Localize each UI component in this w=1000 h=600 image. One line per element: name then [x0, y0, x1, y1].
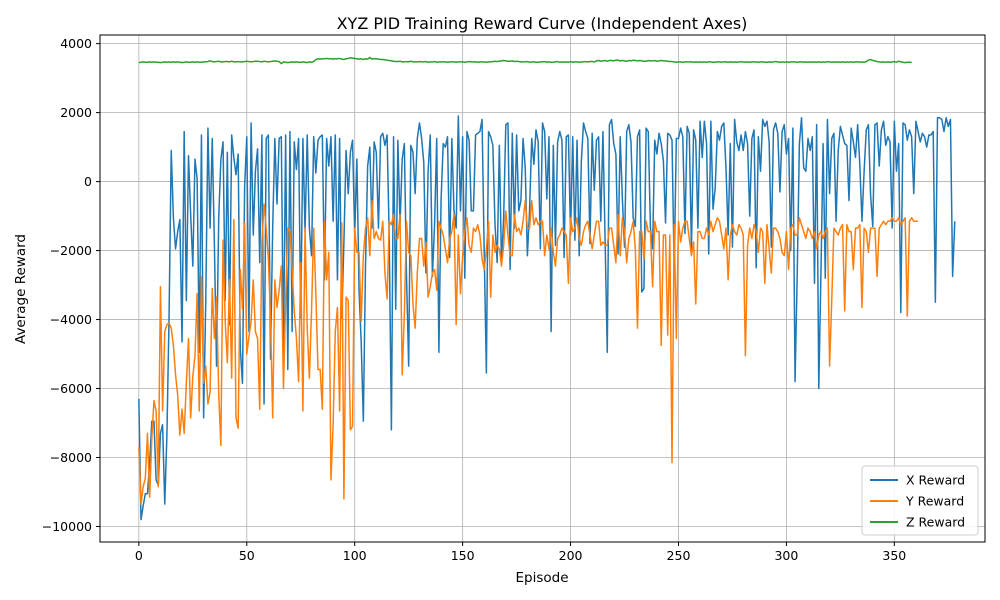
x-reward-line: [138, 115, 956, 521]
legend: X Reward Y Reward Z Reward: [861, 465, 979, 536]
legend-label-y: Y Reward: [905, 494, 964, 509]
series-layer: [138, 56, 956, 521]
x-tick-label: 350: [882, 548, 906, 563]
y-tick-label: 4000: [60, 36, 92, 51]
x-tick-label: 150: [451, 548, 475, 563]
plot-frame: [99, 34, 986, 543]
legend-box: [861, 465, 979, 536]
x-tick-label: 200: [559, 548, 583, 563]
y-tick-label: −2000: [50, 243, 92, 258]
y-tick-label: −6000: [50, 381, 92, 396]
legend-label-z: Z Reward: [906, 515, 965, 530]
x-tick-label: 300: [774, 548, 798, 563]
x-tick-label: 100: [343, 548, 367, 563]
ticks: 0 50 100 150 200 250 300 350 −10000 −8000 −6000 −40…: [42, 36, 907, 563]
legend-label-x: X Reward: [906, 473, 965, 488]
z-reward-line: [138, 56, 912, 65]
x-tick-label: 0: [135, 548, 143, 563]
x-axis-label: Episode: [515, 570, 568, 586]
y-reward-line: [138, 199, 919, 505]
chart-title: XYZ PID Training Reward Curve (Independe…: [337, 14, 748, 33]
y-tick-label: −10000: [42, 519, 92, 534]
y-tick-label: 0: [84, 174, 92, 189]
x-tick-label: 250: [667, 548, 691, 563]
y-tick-label: −8000: [50, 450, 92, 465]
y-axis-label: Average Reward: [13, 234, 29, 344]
y-tick-label: −4000: [50, 312, 92, 327]
x-tick-label: 50: [239, 548, 255, 563]
y-tick-label: 2000: [60, 105, 92, 120]
